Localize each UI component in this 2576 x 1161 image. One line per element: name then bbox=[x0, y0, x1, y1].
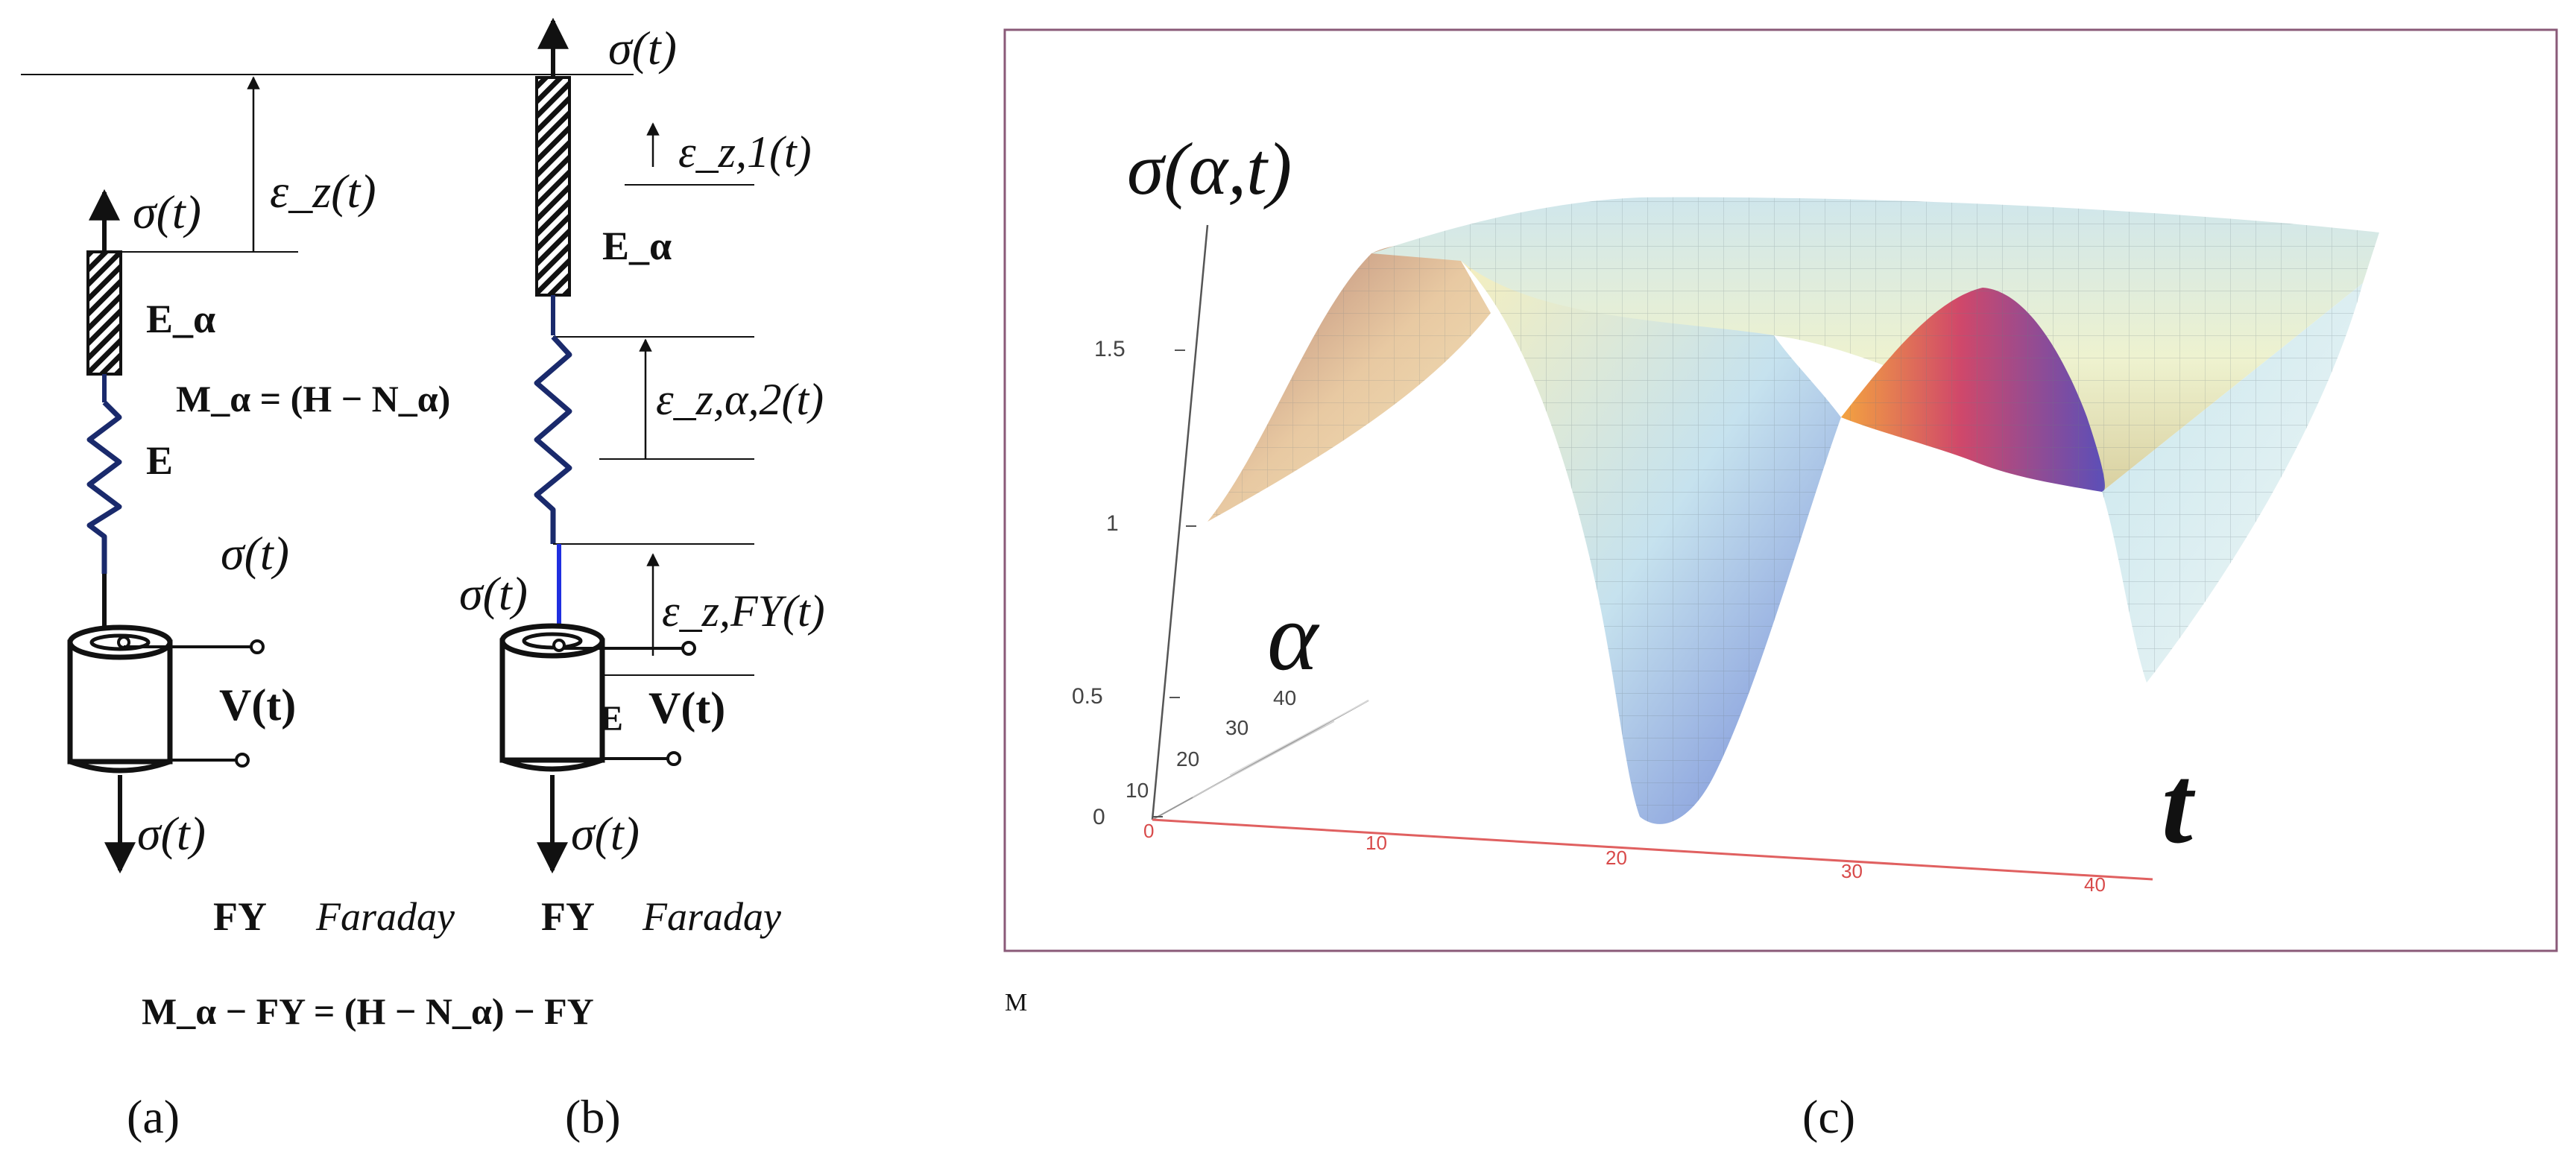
caption-mark: M bbox=[1005, 989, 1027, 1016]
bottom-equation: M_α − FY = (H − N_α) − FY bbox=[142, 990, 594, 1032]
z-tick-1: 0.5 bbox=[1072, 684, 1103, 709]
m-alpha-equation: M_α = (H − N_α) bbox=[176, 378, 450, 420]
sigma-top-label-b: σ(t) bbox=[608, 22, 677, 75]
alpha-axis-label: α bbox=[1267, 583, 1320, 691]
panel-b: σ(t) E_α ε_z,1(t) ε_z,α,2(t) σ(t) ε_z,FY… bbox=[459, 17, 825, 1143]
z-tick-2: 1 bbox=[1106, 511, 1119, 536]
alpha-tick-0: 10 bbox=[1126, 779, 1149, 802]
voltage-label-b: V(t) bbox=[648, 683, 725, 733]
fractional-element-b bbox=[535, 76, 571, 297]
epsilon-z1-label: ε_z,1(t) bbox=[678, 127, 812, 177]
epsilon-z-label: ε_z(t) bbox=[270, 165, 376, 218]
t-ticks: 0 10 20 30 40 bbox=[1143, 820, 2106, 896]
epsilon-za2-label: ε_z,α,2(t) bbox=[656, 375, 824, 424]
sigma-bottom-label-a: σ(t) bbox=[137, 807, 206, 860]
fy-label-b: FY bbox=[541, 894, 595, 939]
t-axis bbox=[1152, 818, 2153, 881]
alpha-tick-1: 20 bbox=[1176, 747, 1199, 771]
t-axis-label: t bbox=[2162, 743, 2196, 867]
z-tick-3: 1.5 bbox=[1094, 337, 1126, 361]
fractional-element-a bbox=[86, 250, 122, 376]
sigma-mid-label-b: σ(t) bbox=[459, 567, 528, 620]
spring-a bbox=[86, 400, 122, 574]
e-alpha-label-a: E_α bbox=[146, 297, 215, 341]
sigma-mid-label-a: σ(t) bbox=[221, 527, 289, 580]
e-label-b: E bbox=[599, 699, 623, 738]
faraday-label-b: Faraday bbox=[642, 894, 781, 939]
sigma-bottom-label-b: σ(t) bbox=[571, 807, 640, 860]
alpha-tick-2: 30 bbox=[1225, 716, 1248, 739]
panel-b-label: (b) bbox=[565, 1090, 621, 1143]
t-tick-4: 40 bbox=[2084, 873, 2106, 896]
t-tick-1: 10 bbox=[1366, 832, 1387, 854]
voltage-label-a: V(t) bbox=[219, 680, 296, 730]
e-label-a: E bbox=[146, 438, 173, 483]
faraday-cylinder-a bbox=[67, 624, 265, 774]
surface-plot bbox=[1208, 197, 2379, 824]
z-axis-label: σ(α,t) bbox=[1127, 127, 1292, 210]
t-tick-0: 0 bbox=[1143, 820, 1154, 842]
panel-a: ε_z(t) σ(t) E_α M_α = (H − N_α) E σ(t) V… bbox=[21, 74, 634, 1143]
faraday-cylinder-b bbox=[499, 623, 696, 772]
alpha-ticks: 10 20 30 40 bbox=[1126, 686, 1369, 802]
fy-label-a: FY bbox=[213, 894, 267, 939]
t-tick-3: 30 bbox=[1841, 860, 1863, 882]
faraday-label-a: Faraday bbox=[315, 894, 455, 939]
panel-c-label: (c) bbox=[1802, 1090, 1855, 1143]
panel-c: 0 0.5 1 1.5 10 20 30 40 0 10 20 30 40 bbox=[1003, 28, 2558, 1143]
epsilon-zfy-label: ε_z,FY(t) bbox=[662, 586, 825, 636]
z-ticks: 0 0.5 1 1.5 bbox=[1072, 337, 1196, 829]
z-tick-0: 0 bbox=[1093, 805, 1105, 829]
t-tick-2: 20 bbox=[1606, 847, 1627, 869]
e-alpha-label-b: E_α bbox=[602, 224, 672, 268]
spring-b bbox=[534, 335, 572, 544]
sigma-top-label-a: σ(t) bbox=[133, 186, 201, 238]
alpha-tick-3: 40 bbox=[1273, 686, 1296, 709]
panel-a-label: (a) bbox=[127, 1090, 180, 1143]
z-axis bbox=[1151, 224, 1209, 820]
